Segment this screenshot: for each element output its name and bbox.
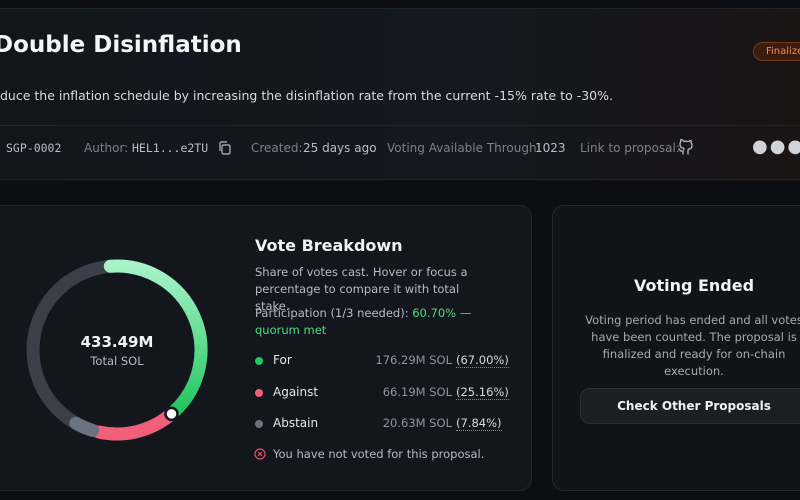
breakdown-subtitle: Share of votes cast. Hover or focus a pe… — [255, 265, 468, 313]
option-percent[interactable]: (25.16%) — [456, 384, 509, 400]
status-badge: Finalized — [753, 42, 800, 61]
header-card — [0, 8, 800, 180]
github-link[interactable] — [678, 139, 693, 155]
more-menu[interactable]: ●●●● — [752, 136, 800, 157]
voting-label: Voting Available Through: — [387, 141, 541, 155]
not-voted: You have not voted for this proposal. — [273, 447, 485, 461]
participation-label: Participation (1/3 needed): — [255, 306, 409, 320]
total-label: Total SOL — [90, 354, 144, 368]
option-name: Abstain — [273, 416, 319, 430]
ended-text: Voting period has ended and all votes ha… — [585, 313, 800, 378]
option-amount: 20.63M SOL — [382, 416, 452, 430]
created: 25 days ago — [303, 141, 377, 155]
not-voted-icon — [254, 448, 266, 460]
vote-donut — [26, 259, 208, 441]
legend-dot — [255, 357, 263, 365]
option-percent[interactable]: (7.84%) — [456, 416, 502, 431]
voting-through: 1023 — [535, 141, 566, 155]
author-label: Author: — [84, 141, 129, 155]
vote-card — [0, 205, 532, 491]
description: duce the inflation schedule by increasin… — [0, 88, 613, 103]
breakdown-title: Vote Breakdown — [255, 236, 403, 255]
created-label: Created: — [251, 141, 303, 155]
legend-dot — [255, 388, 263, 397]
donut-segment — [69, 416, 100, 437]
ended-title: Voting Ended — [633, 276, 755, 295]
participation: Participation (1/3 needed): 60.70% — quo… — [255, 305, 505, 339]
legend-dot — [255, 420, 263, 428]
option-name: For — [273, 353, 292, 367]
meta-row — [0, 125, 800, 178]
total-votes: 433.49M — [80, 333, 154, 351]
title: Double Disinflation — [0, 32, 242, 58]
donut-segment — [103, 259, 208, 419]
check-proposals-button[interactable]: Check Other Proposals — [580, 388, 800, 424]
option-name: Against — [273, 384, 319, 399]
option-amount: 66.19M SOL — [382, 384, 452, 399]
link-label: Link to proposal: — [580, 141, 680, 155]
option-amount: 176.29M SOL — [375, 353, 452, 367]
author[interactable]: HEL1...e2TU — [132, 141, 209, 155]
donut-segment — [92, 409, 176, 441]
participation-value: 60.70% — quorum met — [255, 306, 472, 337]
focus-handle — [164, 406, 179, 422]
status-card — [552, 205, 800, 491]
copy-icon[interactable] — [218, 141, 231, 155]
option-percent[interactable]: (67.00%) — [456, 353, 509, 368]
proposal-id: SGP-0002 — [6, 141, 62, 155]
